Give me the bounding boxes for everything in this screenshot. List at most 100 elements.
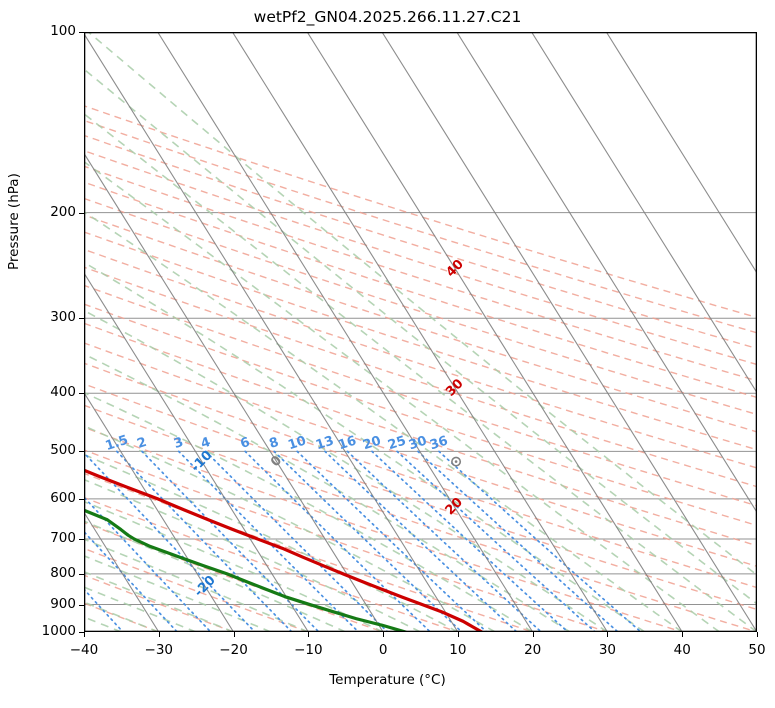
isotherm-50 [381,32,757,632]
x-tick-label--30: −30 [144,642,174,658]
x-tick-mark-20 [532,632,534,637]
moist-adiabat-60 [87,32,757,577]
y-tick-mark-200 [79,212,84,214]
x-tick-mark-50 [757,632,758,637]
x-tick-mark--10 [308,632,310,637]
x-axis-label: Temperature (°C) [329,672,446,688]
isotherm-30 [231,32,608,632]
y-tick-label-400: 400 [50,384,76,401]
y-tick-label-200: 200 [50,203,76,220]
mixing-ratio-line-0.6 [84,495,212,632]
x-tick-mark-10 [457,632,459,637]
mixing-ratio-line-10 [296,450,488,632]
isotherm--30 [84,511,160,632]
y-tick-label-1000: 1000 [41,623,76,639]
y-tick-label-500: 500 [50,442,76,459]
y-axis-label: Pressure (hPa) [6,173,22,270]
mixing-ratio-label-25: 25 [386,433,408,453]
mixing-ratio-label-16: 16 [336,433,358,453]
dry-adiabat-50 [84,404,757,632]
mixing-ratio-line-2 [141,450,320,632]
dry-adiabat-150 [84,214,757,433]
dry-adiabat-200 [84,134,757,350]
mixing-ratio-line-13 [324,450,518,632]
isotherm-0 [84,152,384,632]
moist-adiabat-10 [84,453,459,632]
x-tick-label-0: 0 [378,642,388,658]
moist-adiabat-55 [84,68,757,605]
dry-adiabat-190 [84,149,757,366]
y-tick-label-800: 800 [50,564,76,581]
mixing-ratio-line-0.4 [84,530,179,632]
mixing-ratio-line-1.5 [115,450,293,632]
dry-adiabat-130 [84,248,757,469]
y-tick-mark-500 [79,451,84,453]
mixing-ratio-line-36 [438,450,642,632]
parcel-marker-center [454,460,458,463]
y-tick-mark-700 [79,539,84,541]
x-tick-mark--30 [158,632,160,637]
mixing-ratio-label-10: 10 [286,433,308,453]
chart-title: wetPf2_GN04.2025.266.11.27.C21 [253,8,522,26]
mixing-ratio-label-36: 36 [428,433,450,453]
x-tick-mark--40 [84,632,85,637]
moist-adiabat-0 [84,500,384,632]
y-tick-label-900: 900 [50,595,76,612]
dry-adiabat-140 [84,231,757,451]
isotherm-label-30: 30 [443,376,466,399]
y-tick-mark-800 [79,573,84,575]
temperature-profile-line [84,468,484,632]
y-tick-label-600: 600 [50,489,76,506]
x-tick-label--10: −10 [294,642,323,658]
dewpoint-profile-line [84,508,408,632]
moist-adiabat--20 [84,570,234,632]
moist-adiabat-50 [84,112,757,632]
isotherm-60 [456,32,757,514]
isotherm--10 [84,272,309,632]
y-tick-mark-100 [79,32,84,33]
x-tick-label-20: 20 [524,642,542,658]
dry-adiabat-0 [84,521,383,632]
isotherm-80 [605,32,757,275]
mixing-ratio-line-25 [396,450,597,632]
isotherm-label--20: -20 [192,573,219,600]
mixing-ratio-line-30 [417,450,619,632]
isotherm-70 [531,32,757,394]
x-tick-mark-30 [607,632,609,637]
x-tick-mark-40 [682,632,684,637]
moist-adiabat-40 [84,210,683,632]
dry-adiabat-100 [84,303,757,527]
y-tick-mark-300 [79,318,84,320]
dry-adiabat-60 [84,383,757,611]
x-tick-label-50: 50 [748,642,766,658]
isotherm-10 [84,32,459,632]
y-tick-label-300: 300 [50,309,76,326]
mixing-ratio-line-20 [371,450,569,632]
moist-adiabat-35 [84,261,646,632]
dry-adiabat-40 [84,426,682,632]
moist-adiabat-30 [84,309,608,632]
mixing-ratio-line-16 [346,450,543,632]
isotherm--20 [84,391,235,632]
moist-adiabat-15 [84,425,496,632]
mixing-ratio-label-4: 4 [199,435,212,452]
mixing-ratio-label-6: 6 [239,435,252,452]
isotherm-20 [157,32,534,632]
x-tick-label--40: −40 [69,642,99,658]
y-tick-mark-900 [79,604,84,606]
x-tick-mark-0 [383,632,385,637]
plot-area: -20 -10 0 20 30 40 1.5 2 3 4 6 8 10 13 16 20 25 30 36 [84,32,757,632]
dry-adiabat-110 [84,284,757,507]
dry-adiabat-70 [84,362,757,589]
mixing-ratio-label-3: 3 [172,435,185,452]
dry-adiabat-120 [84,266,757,488]
moist-adiabat--10 [84,538,309,632]
moist-adiabat--15 [84,555,272,632]
dry-adiabat-160 [84,197,757,416]
x-tick-label--20: −20 [219,642,248,658]
mixing-ratio-label-8: 8 [268,435,281,452]
y-tick-mark-1000 [79,632,84,633]
x-tick-label-10: 10 [449,642,467,658]
y-tick-mark-400 [79,393,84,395]
